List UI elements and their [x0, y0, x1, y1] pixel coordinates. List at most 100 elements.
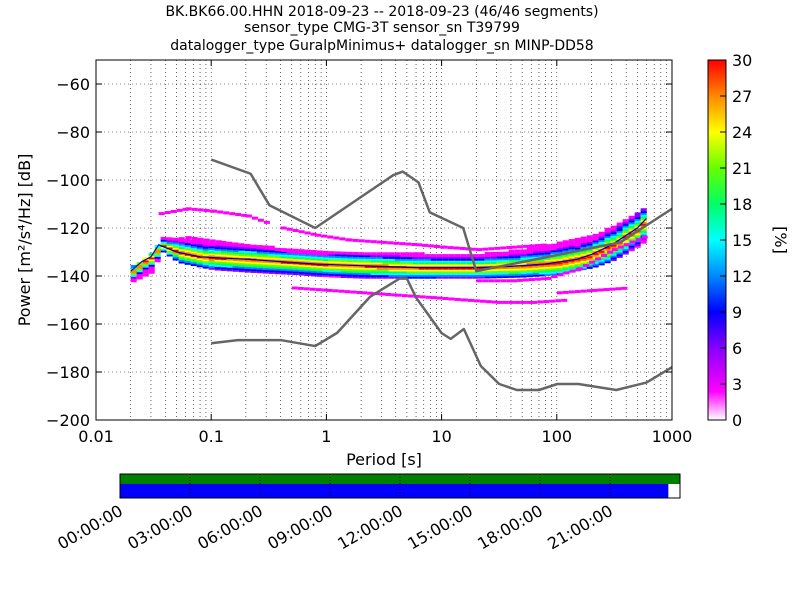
psd-cell — [448, 268, 455, 272]
psd-outlier-cell — [297, 286, 304, 290]
psd-cell — [238, 251, 245, 255]
psd-outlier-cell — [461, 298, 468, 302]
psd-cell — [280, 258, 287, 262]
psd-cell — [502, 257, 509, 261]
psd-cell — [628, 237, 635, 241]
psd-cell — [562, 243, 569, 247]
nlnm-curve — [211, 277, 672, 392]
psd-cell — [148, 268, 155, 272]
psd-cell — [472, 272, 479, 276]
psd-cell — [304, 258, 311, 262]
psd-cell — [490, 253, 497, 257]
psd-outlier-cell — [454, 297, 461, 301]
psd-cell — [190, 241, 197, 245]
psd-cell — [364, 268, 371, 272]
psd-cell — [148, 256, 155, 260]
psd-cell — [316, 257, 323, 261]
psd-outlier-cell — [370, 240, 377, 244]
psd-cell — [232, 263, 239, 267]
psd-cell — [604, 260, 611, 264]
psd-cell — [592, 260, 599, 264]
psd-cell — [232, 261, 239, 265]
psd-cell — [130, 273, 137, 277]
psd-cell — [406, 252, 413, 256]
psd-outlier-cell — [287, 249, 294, 253]
psd-cell — [598, 249, 605, 253]
psd-cell — [520, 254, 527, 258]
psd-outlier-cell — [540, 277, 547, 281]
psd-outlier-cell — [399, 242, 406, 246]
psd-cell — [292, 248, 299, 252]
psd-cell — [304, 256, 311, 260]
psd-cell — [598, 238, 605, 242]
psd-cell — [442, 268, 449, 272]
psd-outlier-cell — [448, 297, 455, 301]
psd-cell — [238, 249, 245, 253]
psd-cell — [562, 261, 569, 265]
psd-cell — [334, 262, 341, 266]
psd-cell — [550, 265, 557, 269]
psd-cell — [484, 261, 491, 265]
psd-cell — [598, 260, 605, 264]
psd-cell — [610, 225, 617, 229]
colorbar-tick-label: 3 — [732, 375, 742, 394]
psd-cell — [364, 254, 371, 258]
psd-cell — [424, 264, 431, 268]
psd-cell — [262, 261, 269, 265]
psd-outlier-cell — [191, 236, 198, 240]
psd-cell — [280, 267, 287, 271]
y-axis-label: Power [m²/s⁴/Hz] [dB] — [15, 154, 34, 327]
psd-cell — [496, 273, 503, 277]
psd-outlier-cell — [209, 239, 216, 243]
psd-cell — [424, 255, 431, 259]
psd-cell — [268, 254, 275, 258]
psd-cell — [226, 253, 233, 257]
psd-cell — [436, 273, 443, 277]
psd-cell — [328, 256, 335, 260]
psd-cell — [154, 253, 161, 257]
psd-cell — [466, 254, 473, 258]
psd-cell — [340, 267, 347, 271]
psd-cell — [418, 252, 425, 256]
y-tick-label: −140 — [46, 267, 90, 286]
psd-cell — [490, 259, 497, 263]
psd-cell — [610, 229, 617, 233]
psd-cell — [556, 263, 563, 267]
psd-cell — [244, 260, 251, 264]
psd-cell — [292, 266, 299, 270]
psd-cell — [616, 254, 623, 258]
psd-cell — [568, 240, 575, 244]
psd-cell — [496, 253, 503, 257]
psd-cell — [208, 241, 215, 245]
psd-cell — [550, 243, 557, 247]
psd-cell — [580, 240, 587, 244]
psd-cell — [382, 261, 389, 265]
psd-cell — [244, 246, 251, 250]
psd-cell — [484, 257, 491, 261]
psd-cell — [172, 241, 179, 245]
psd-cell — [604, 240, 611, 244]
psd-cell — [196, 253, 203, 257]
psd-cell — [502, 253, 509, 257]
psd-outlier-cell — [379, 292, 386, 296]
psd-cell — [388, 266, 395, 270]
psd-cell — [244, 251, 251, 255]
psd-cell — [328, 263, 335, 267]
psd-cell — [280, 262, 287, 266]
psd-cell — [340, 262, 347, 266]
psd-cell — [304, 253, 311, 257]
psd-cell — [358, 273, 365, 277]
psd-outlier-cell — [164, 211, 171, 215]
psd-cell — [562, 242, 569, 246]
psd-cell — [280, 251, 287, 255]
psd-cell — [508, 255, 515, 259]
psd-cell — [280, 271, 287, 275]
psd-cell — [142, 268, 149, 272]
psd-outlier-cell — [304, 231, 311, 235]
psd-cell — [574, 262, 581, 266]
psd-outlier-cell — [350, 290, 357, 294]
psd-outlier-cell — [298, 230, 305, 234]
psd-cell — [190, 252, 197, 256]
psd-cell — [532, 268, 539, 272]
psd-outlier-cell — [577, 267, 584, 271]
